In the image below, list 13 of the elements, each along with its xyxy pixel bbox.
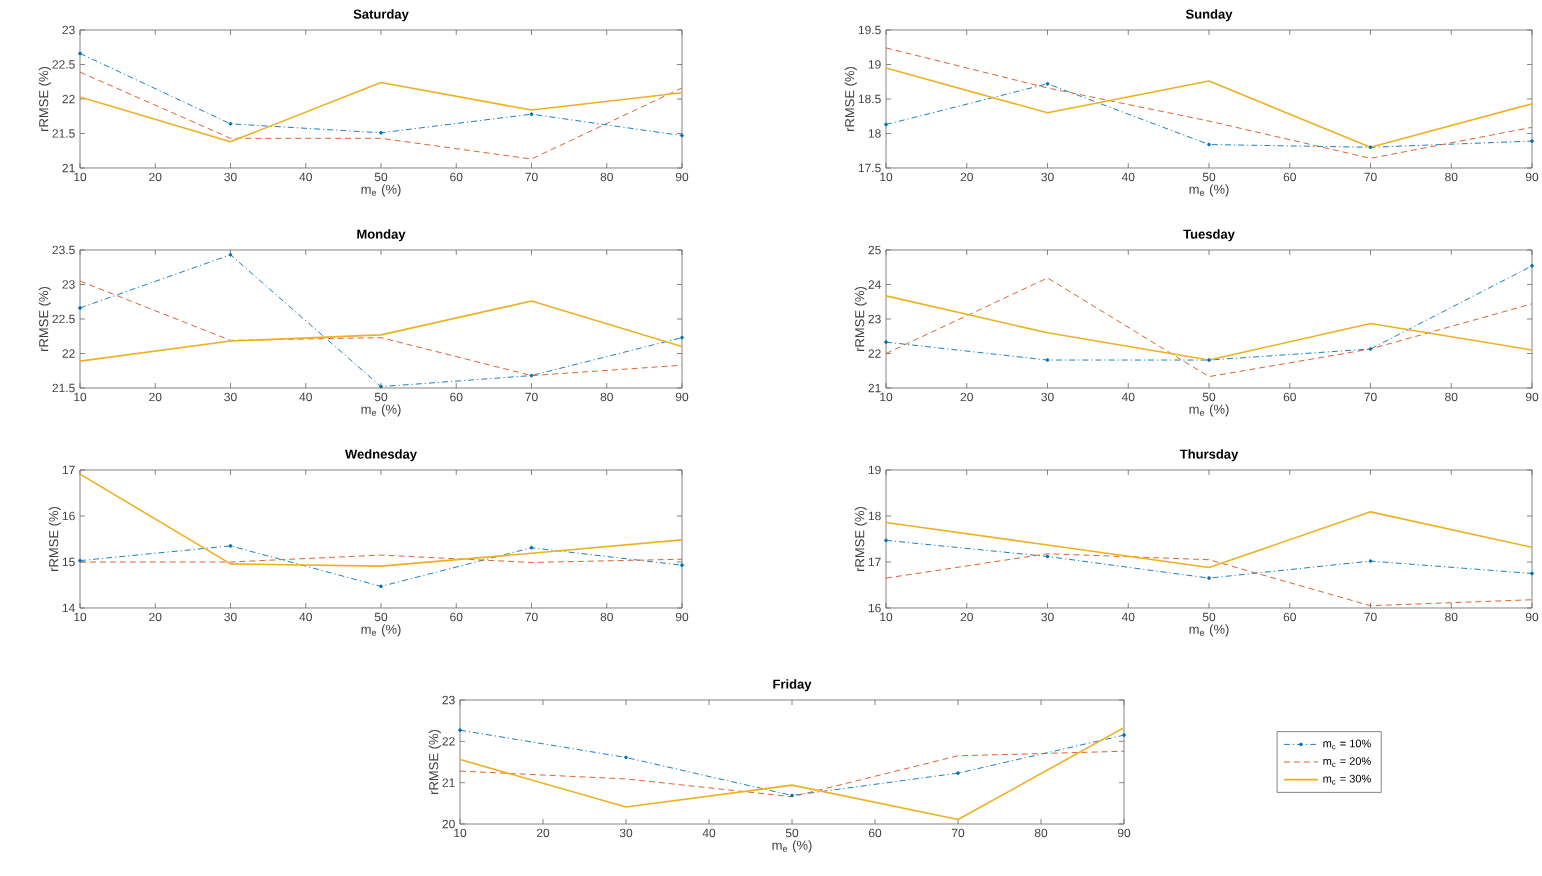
line-series	[886, 553, 1533, 607]
line-series	[886, 277, 1533, 378]
line-series	[460, 726, 1125, 821]
line-series	[80, 473, 682, 567]
line-series	[80, 81, 682, 143]
line-series	[886, 511, 1533, 569]
line-series	[460, 750, 1125, 798]
line-series	[80, 300, 682, 362]
line-series	[886, 47, 1533, 159]
line-series	[886, 295, 1533, 361]
line-series	[80, 280, 682, 377]
line-series	[80, 71, 682, 160]
line-series	[886, 67, 1533, 149]
